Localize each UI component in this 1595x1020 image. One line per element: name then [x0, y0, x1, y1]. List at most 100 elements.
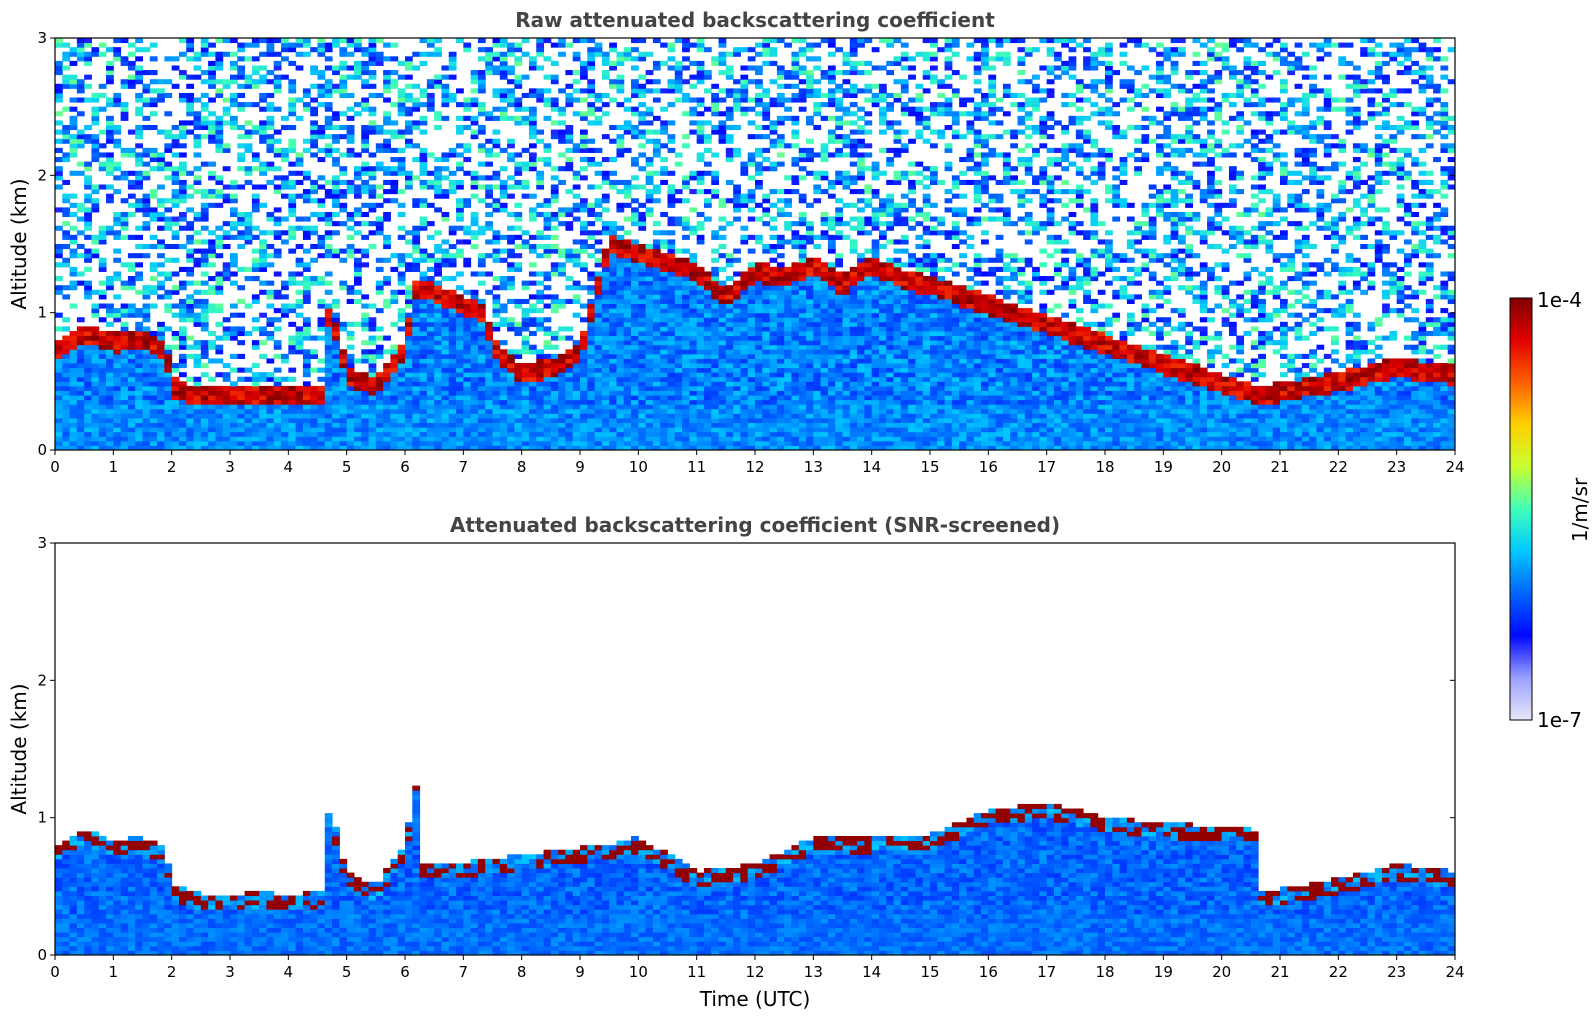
heatmap-cell: [397, 353, 406, 359]
heatmap-cell: [135, 349, 143, 355]
heatmap-cell: [244, 74, 253, 80]
heatmap-cell: [623, 427, 632, 433]
heatmap-cell: [477, 198, 486, 204]
heatmap-cell: [412, 363, 421, 369]
heatmap-cell: [587, 285, 596, 291]
heatmap-cell: [645, 440, 654, 446]
heatmap-cell: [273, 381, 282, 387]
heatmap-cell: [157, 431, 165, 437]
heatmap-cell: [696, 60, 705, 66]
heatmap-cell: [149, 390, 158, 396]
heatmap-cell: [383, 349, 391, 355]
heatmap-cell: [215, 413, 224, 419]
heatmap-cell: [521, 106, 530, 112]
heatmap-cell: [441, 440, 450, 446]
heatmap-cell: [470, 417, 479, 424]
heatmap-cell: [412, 106, 421, 112]
heatmap-cell: [222, 417, 231, 424]
panel-title: Raw attenuated backscattering coefficien…: [515, 8, 995, 32]
heatmap-cell: [674, 198, 683, 204]
heatmap-cell: [674, 65, 683, 71]
heatmap-cell: [259, 385, 267, 391]
heatmap-cell: [434, 417, 442, 424]
heatmap-cell: [667, 330, 676, 337]
heatmap-cell: [127, 335, 136, 341]
heatmap-cell: [682, 376, 690, 382]
heatmap-cell: [470, 381, 479, 387]
heatmap-cell: [171, 230, 180, 236]
heatmap-cell: [251, 276, 260, 282]
heatmap-cell: [419, 271, 428, 277]
heatmap-cell: [601, 344, 610, 350]
heatmap-cell: [463, 349, 472, 355]
heatmap-cell: [106, 344, 114, 350]
heatmap-cell: [193, 422, 202, 428]
heatmap-cell: [76, 413, 85, 419]
heatmap-cell: [273, 221, 282, 227]
heatmap-cell: [171, 166, 180, 172]
heatmap-cell: [689, 422, 698, 428]
heatmap-cell: [383, 422, 391, 428]
heatmap-cell: [492, 413, 501, 419]
heatmap-cell: [419, 367, 428, 373]
heatmap-cell: [69, 399, 78, 405]
heatmap-cell: [113, 404, 122, 410]
heatmap-cell: [84, 376, 92, 382]
heatmap-cell: [652, 170, 661, 176]
heatmap-cell: [696, 404, 705, 410]
heatmap-cell: [353, 74, 362, 80]
heatmap-cell: [682, 344, 690, 350]
heatmap-cell: [638, 363, 647, 369]
heatmap-cell: [631, 321, 639, 327]
heatmap-cell: [346, 417, 355, 424]
heatmap-cell: [76, 340, 85, 346]
heatmap-cell: [200, 202, 209, 208]
heatmap-cell: [477, 385, 486, 391]
heatmap-cell: [507, 381, 515, 387]
heatmap-cell: [383, 399, 391, 405]
heatmap-cell: [463, 312, 472, 318]
heatmap-cell: [222, 408, 231, 414]
heatmap-cell: [689, 335, 698, 341]
heatmap-cell: [142, 376, 151, 382]
heatmap-cell: [674, 335, 683, 341]
heatmap-cell: [55, 312, 63, 318]
heatmap-cell: [302, 399, 311, 405]
heatmap-cell: [536, 372, 545, 378]
heatmap-cell: [711, 440, 720, 446]
heatmap-cell: [259, 124, 267, 131]
heatmap-cell: [536, 51, 545, 57]
heatmap-cell: [310, 65, 318, 71]
heatmap-cell: [222, 372, 231, 378]
heatmap-cell: [259, 79, 267, 85]
heatmap-cell: [667, 147, 676, 153]
heatmap-cell: [171, 395, 180, 401]
heatmap-cell: [186, 193, 195, 199]
heatmap-cell: [62, 257, 71, 263]
heatmap-cell: [149, 436, 158, 442]
heatmap-cell: [106, 60, 114, 66]
heatmap-cell: [558, 417, 566, 424]
heatmap-cell: [200, 280, 209, 286]
heatmap-cell: [580, 74, 588, 80]
heatmap-cell: [456, 340, 464, 346]
heatmap-cell: [412, 120, 421, 126]
heatmap-cell: [346, 147, 355, 153]
heatmap-cell: [696, 422, 705, 428]
heatmap-cell: [186, 335, 195, 341]
heatmap-cell: [616, 312, 625, 318]
heatmap-cell: [324, 404, 333, 410]
heatmap-cell: [448, 399, 457, 405]
heatmap-cell: [135, 422, 143, 428]
heatmap-cell: [682, 262, 690, 268]
heatmap-cell: [76, 376, 85, 382]
heatmap-cell: [84, 417, 92, 424]
heatmap-cell: [477, 308, 486, 314]
heatmap-cell: [200, 225, 209, 231]
heatmap-cell: [696, 157, 705, 163]
heatmap-cell: [587, 427, 596, 433]
heatmap-cell: [652, 60, 661, 66]
heatmap-cell: [317, 298, 326, 305]
heatmap-cell: [419, 102, 428, 108]
heatmap-cell: [660, 427, 668, 433]
